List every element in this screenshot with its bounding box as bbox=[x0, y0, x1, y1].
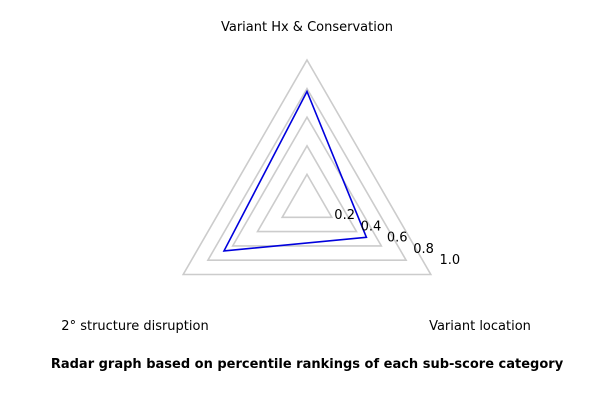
axis-label-layer: Variant Hx & Conservation Variant locatio… bbox=[61, 20, 531, 334]
series-layer bbox=[222, 89, 368, 252]
axis-label-2: Variant location bbox=[429, 319, 531, 334]
grid-ring-2 bbox=[256, 144, 358, 233]
chart-caption: Radar graph based on percentile rankings… bbox=[50, 357, 564, 372]
tick-label-layer: 0.2 0.4 0.6 0.8 1.0 bbox=[334, 208, 460, 268]
tick-label: 0.4 bbox=[361, 220, 382, 235]
axis-label-3: 2° structure disruption bbox=[61, 319, 208, 334]
tick-label: 0.6 bbox=[387, 231, 408, 246]
grid-ring-3 bbox=[231, 115, 383, 247]
grid-ring-5 bbox=[181, 58, 433, 276]
tick-label: 1.0 bbox=[440, 253, 461, 268]
grid-ring-4 bbox=[206, 87, 408, 262]
grid-ring-1 bbox=[280, 172, 334, 219]
series-line-1 bbox=[222, 89, 368, 252]
tick-label: 0.2 bbox=[334, 208, 355, 223]
tick-label: 0.8 bbox=[413, 242, 434, 257]
axis-label-1: Variant Hx & Conservation bbox=[221, 20, 393, 35]
